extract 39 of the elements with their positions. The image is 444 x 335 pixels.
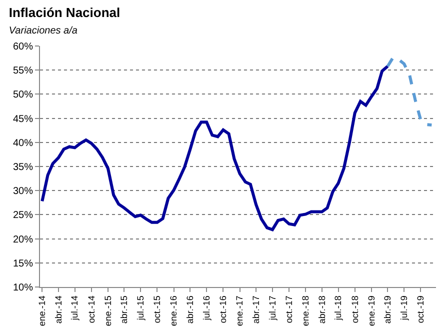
y-tick-label: 50% [12,90,34,101]
x-tick-label: abr.-14 [53,296,64,324]
x-tick-label: jul.-16 [202,296,212,322]
x-tick-label: abr.-15 [119,296,130,324]
x-tick-label: oct.-18 [350,296,360,324]
line-series [40,64,390,232]
y-tick-label: 25% [12,210,34,222]
y-tick-label: 10% [12,282,34,294]
y-tick-label: 35% [12,162,34,173]
x-tick-label: abr.-19 [382,296,393,324]
y-tick-label: 30% [12,186,34,198]
x-tick-label: ene.-15 [102,296,113,326]
y-tick-label: 45% [12,114,34,125]
x-tick-label: jul.-15 [136,296,146,322]
x-tick-label: oct.-17 [284,296,294,324]
x-tick-label: ene.-14 [37,296,48,326]
x-tick-label: oct.-16 [218,296,228,324]
y-tick-label: 40% [12,138,34,149]
y-tick-label: 15% [12,258,34,270]
x-tick-label: ene.-16 [168,296,179,326]
y-tick-label: 55% [12,66,34,77]
chart-subtitle: Variaciones a/a [8,26,78,37]
y-tick-label: 20% [12,234,34,246]
x-tick-label: ene.-17 [234,296,245,326]
chart-title: Inflación Nacional [8,4,120,20]
x-tick-label: ene.-18 [300,296,311,326]
x-tick-label: oct.-19 [416,296,426,324]
x-tick-label: abr.-16 [185,296,196,324]
line-series [386,56,434,127]
x-tick-label: abr.-18 [316,296,327,324]
x-tick-label: jul.-17 [267,296,278,322]
x-tick-label: oct.-15 [152,296,162,324]
x-tick-label: jul.-18 [333,296,344,322]
x-tick-label: jul.-14 [70,296,80,322]
x-tick-label: oct.-14 [86,296,96,324]
y-tick-label: 60% [12,42,34,52]
x-tick-label: jul.-19 [399,296,410,322]
x-tick-label: abr.-17 [250,296,261,324]
x-tick-label: ene.-19 [366,296,376,326]
